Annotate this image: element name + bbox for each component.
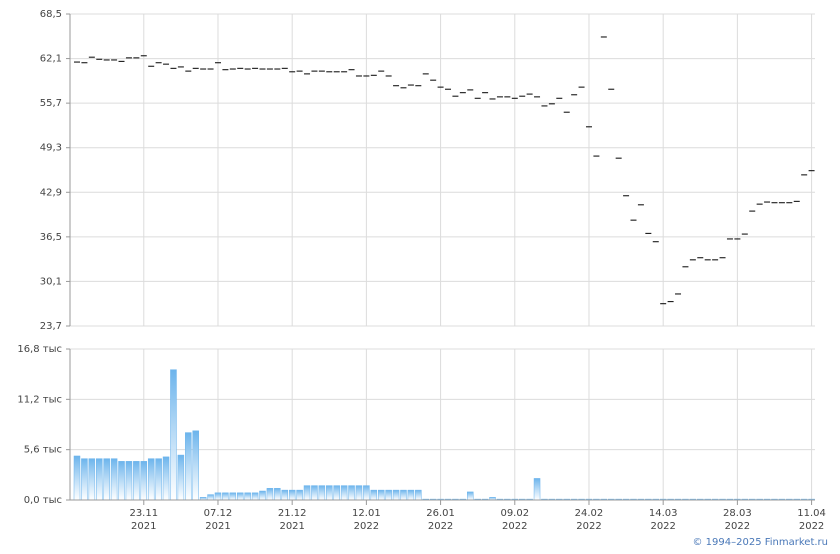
volume-bar — [259, 490, 266, 501]
y-tick-label: 5,6 тыс — [24, 445, 62, 456]
volume-bar — [207, 494, 214, 501]
volume-bar — [311, 485, 318, 501]
volume-bar — [415, 489, 422, 501]
y-tick-label: 62,1 — [40, 54, 62, 65]
volume-bar — [162, 456, 170, 501]
volume-bar — [318, 485, 326, 501]
y-tick-label: 0,0 тыс — [24, 495, 62, 506]
volume-bar — [392, 489, 400, 501]
x-tick-year: 2021 — [279, 521, 304, 532]
volume-bar — [303, 485, 311, 501]
x-tick-label: 23.11 — [129, 508, 158, 519]
y-tick-label: 16,8 тыс — [17, 344, 62, 355]
volume-bar — [73, 455, 81, 501]
y-tick-label: 68,5 — [40, 9, 62, 20]
volume-bar — [340, 485, 348, 501]
volume-bar — [88, 458, 96, 501]
x-tick-year: 2022 — [650, 521, 675, 532]
volume-bar — [348, 485, 355, 501]
volume-bar — [81, 458, 88, 501]
volume-bar — [370, 489, 378, 501]
volume-bar — [296, 489, 303, 501]
volume-bar — [155, 458, 162, 501]
x-tick-label: 11.04 — [797, 508, 826, 519]
volume-bar — [118, 461, 125, 501]
x-tick-year: 2021 — [131, 521, 156, 532]
volume-bar — [326, 485, 333, 501]
volume-bar — [281, 489, 289, 501]
volume-bar — [385, 489, 392, 501]
y-tick-label: 55,7 — [40, 98, 62, 109]
volume-bar — [251, 492, 259, 501]
volume-bar — [533, 478, 541, 501]
y-tick-label: 36,5 — [40, 232, 62, 243]
x-tick-label: 14.03 — [649, 508, 678, 519]
volume-bar — [400, 489, 407, 501]
x-tick-year: 2021 — [205, 521, 230, 532]
y-tick-label: 23,7 — [40, 321, 62, 332]
volume-bar — [467, 491, 474, 501]
volume-bar — [214, 492, 222, 501]
y-tick-label: 49,3 — [40, 143, 62, 154]
x-tick-year: 2022 — [799, 521, 824, 532]
volume-bar — [288, 489, 296, 501]
source-link[interactable]: © 1994–2025 Finmarket.ru — [692, 537, 828, 548]
volume-bar — [140, 461, 148, 501]
x-tick-label: 26.01 — [426, 508, 455, 519]
x-tick-label: 28.03 — [723, 508, 752, 519]
x-tick-year: 2022 — [354, 521, 379, 532]
volume-bar — [244, 492, 251, 501]
x-tick-label: 21.12 — [278, 508, 307, 519]
volume-bar — [236, 492, 244, 501]
x-tick-label: 07.12 — [204, 508, 233, 519]
volume-bar — [192, 430, 199, 501]
x-tick-year: 2022 — [576, 521, 601, 532]
x-tick-year: 2022 — [502, 521, 527, 532]
y-tick-label: 11,2 тыс — [17, 394, 62, 405]
volume-bar — [407, 489, 415, 501]
y-tick-label: 30,1 — [40, 276, 62, 287]
x-tick-label: 24.02 — [575, 508, 604, 519]
volume-bar — [266, 488, 274, 501]
volume-bar — [177, 454, 185, 501]
volume-bar — [125, 461, 133, 501]
volume-bar — [363, 485, 370, 501]
volume-bar — [274, 488, 281, 501]
volume-bar — [170, 369, 177, 501]
volume-bar — [229, 492, 237, 501]
volume-bar — [103, 458, 110, 501]
volume-bar — [333, 485, 340, 501]
volume-bar — [222, 492, 229, 501]
volume-bar — [185, 432, 192, 501]
x-tick-year: 2022 — [428, 521, 453, 532]
volume-bar — [110, 458, 118, 501]
volume-bar — [147, 458, 155, 501]
y-tick-label: 42,9 — [40, 187, 62, 198]
volume-bar — [133, 461, 140, 501]
x-tick-year: 2022 — [725, 521, 750, 532]
volume-bar — [355, 485, 363, 501]
x-tick-label: 12.01 — [352, 508, 381, 519]
x-tick-label: 09.02 — [500, 508, 529, 519]
volume-bar — [96, 458, 103, 501]
volume-bar — [377, 489, 385, 501]
